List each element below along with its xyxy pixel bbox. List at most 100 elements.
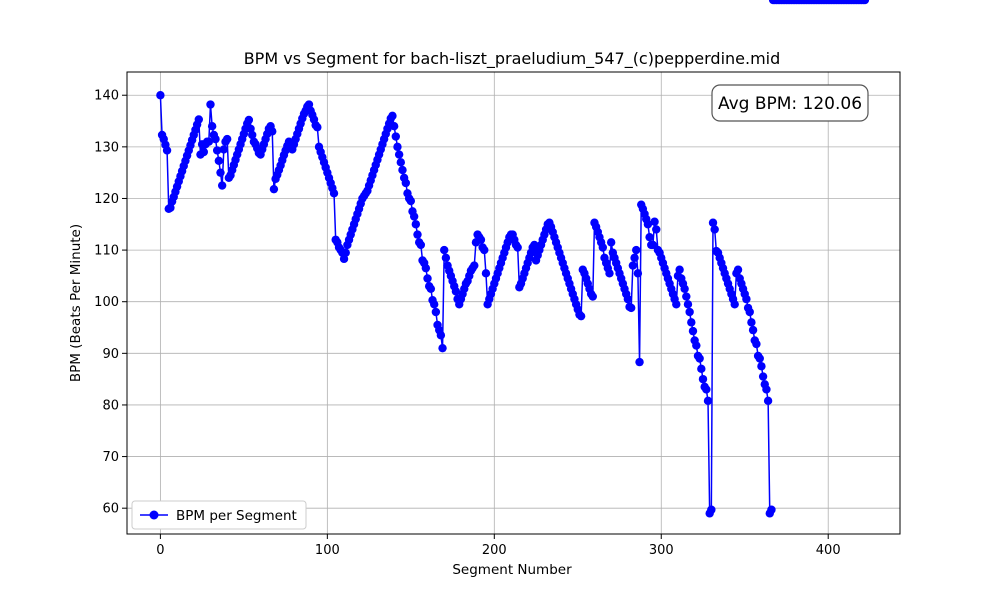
data-point (244, 115, 254, 125)
data-point (406, 196, 416, 206)
data-point (767, 505, 776, 514)
data-point (216, 168, 225, 177)
data-point (438, 343, 447, 353)
data-point (758, 372, 768, 381)
data-point (393, 142, 402, 152)
x-axis-title: Segment Number (452, 562, 572, 578)
data-point (409, 212, 419, 221)
data-point (451, 287, 461, 296)
data-point (708, 218, 718, 227)
data-point (423, 274, 432, 283)
annotation-box (711, 84, 869, 122)
data-point (588, 292, 597, 301)
data-point (747, 318, 756, 327)
avg-bpm-label: Avg BPM: 120.06 (718, 94, 862, 114)
data-point (212, 146, 222, 155)
data-point (702, 385, 711, 394)
data-point (206, 100, 215, 109)
data-point (530, 240, 539, 250)
chart-title: BPM vs Segment for bach-liszt_praeludium… (244, 49, 781, 69)
grid (127, 72, 900, 534)
data-point (211, 134, 220, 144)
y-tick-label: 80 (102, 398, 119, 413)
y-tick-label: 110 (94, 244, 119, 259)
data-point (623, 294, 633, 304)
data-point (156, 91, 165, 100)
data-point (207, 122, 217, 131)
y-tick-label: 130 (94, 140, 119, 155)
legend-marker-swatch (149, 510, 159, 520)
y-tick-label: 60 (102, 502, 119, 517)
data-point (730, 300, 739, 309)
data-point (476, 235, 486, 244)
data-point (757, 362, 766, 371)
data-point (436, 331, 446, 340)
y-tick-label: 100 (94, 295, 119, 310)
data-point (748, 325, 758, 335)
data-point (389, 122, 399, 131)
data-point (416, 240, 426, 250)
data-point (576, 311, 586, 321)
data-point (682, 292, 691, 301)
x-tick-label: 300 (649, 543, 674, 558)
data-point (598, 243, 608, 252)
data-point (752, 339, 761, 349)
x-tick-label: 400 (816, 543, 841, 558)
legend-box (131, 500, 307, 530)
data-point (632, 245, 641, 255)
data-point (440, 245, 449, 255)
data-point (396, 158, 406, 167)
legend: BPM per Segment (131, 500, 307, 530)
data-point (388, 111, 397, 121)
data-point (707, 505, 716, 514)
y-tick-label: 90 (102, 347, 119, 362)
data-point (431, 307, 441, 317)
y-tick-label: 140 (94, 89, 119, 104)
data-point (745, 307, 754, 317)
data-point (394, 150, 404, 159)
data-point (268, 127, 277, 136)
data-point (645, 232, 654, 242)
data-point (692, 341, 701, 350)
data-point (222, 134, 232, 144)
data-point (680, 284, 689, 293)
data-point (742, 294, 751, 304)
data-point (162, 146, 172, 155)
data-point (695, 354, 704, 363)
data-point (398, 165, 407, 175)
legend-label: BPM per Segment (176, 508, 297, 524)
data-point (703, 396, 713, 406)
series-bpm-per-segment (156, 0, 870, 518)
data-point (430, 300, 439, 309)
data-point (633, 269, 643, 278)
x-tick-label: 200 (482, 543, 507, 558)
data-point (763, 396, 773, 406)
data-point (219, 145, 229, 154)
data-point (391, 132, 400, 141)
data-point (652, 225, 661, 234)
data-point (687, 318, 696, 327)
data-point (710, 225, 719, 234)
x-tick-label: 0 (156, 543, 164, 558)
axis-ticks: 0 100 200 300 400 60 70 80 90 100 110 120 130 140 (94, 89, 840, 558)
data-point (650, 217, 659, 226)
data-point (675, 265, 684, 274)
data-point (513, 243, 522, 252)
data-point (643, 220, 653, 229)
data-point (605, 269, 614, 278)
data-point (630, 253, 639, 263)
data-point (411, 220, 421, 229)
data-point (648, 240, 658, 250)
avg-bpm-annotation: Avg BPM: 120.06 (711, 84, 869, 122)
data-point (329, 189, 339, 198)
data-point (199, 147, 208, 157)
data-point (627, 303, 636, 313)
data-point (683, 300, 693, 309)
x-tick-label: 100 (315, 543, 340, 558)
data-point (755, 354, 764, 363)
y-axis-title: BPM (Beats Per Minute) (68, 224, 84, 382)
data-point (697, 364, 706, 374)
plot-frame (126, 71, 901, 535)
data-point (470, 261, 479, 270)
